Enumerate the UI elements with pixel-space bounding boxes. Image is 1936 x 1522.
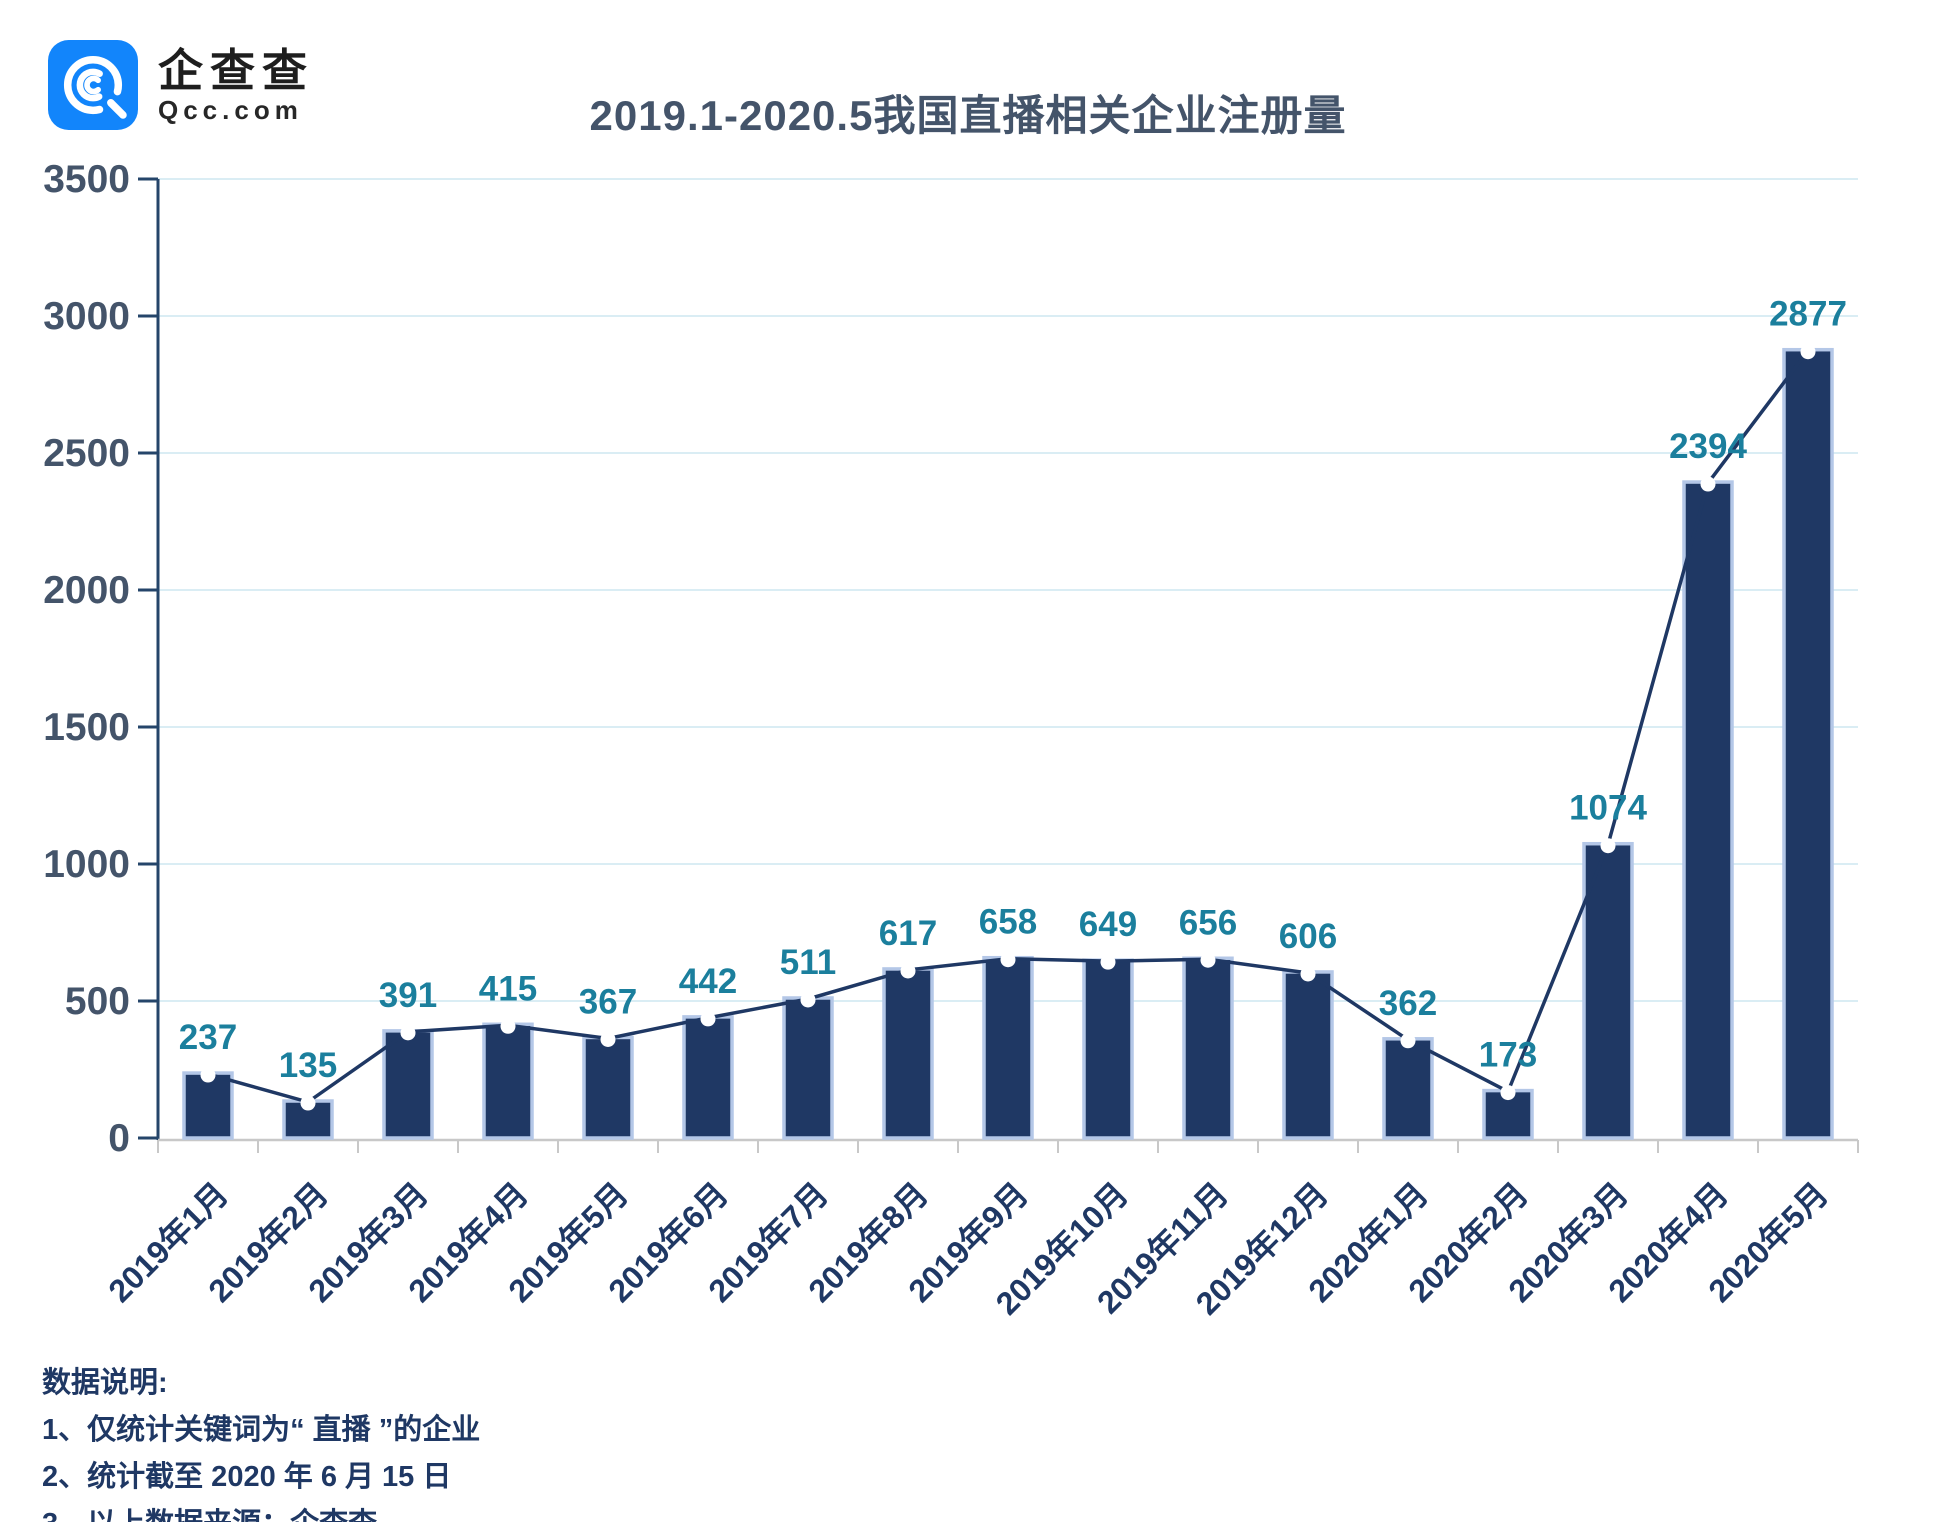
y-axis-label: 500	[65, 980, 130, 1023]
y-axis-label: 1000	[43, 843, 130, 886]
value-label: 391	[379, 976, 437, 1015]
data-point-marker	[1700, 476, 1716, 492]
bar	[482, 1022, 534, 1140]
bar	[182, 1071, 234, 1140]
value-label: 173	[1479, 1036, 1537, 1075]
bar	[682, 1015, 734, 1140]
value-label: 135	[279, 1046, 337, 1085]
value-label: 367	[579, 982, 637, 1021]
data-point-marker	[1100, 954, 1116, 970]
data-point-marker	[1400, 1033, 1416, 1049]
bar	[1182, 956, 1234, 1140]
bar	[1582, 841, 1634, 1140]
value-label: 656	[1179, 903, 1237, 942]
logo-center-c	[84, 75, 101, 95]
value-label: 362	[1379, 984, 1437, 1023]
bar	[1382, 1037, 1434, 1140]
data-point-marker	[1000, 952, 1016, 968]
value-label: 415	[479, 969, 537, 1008]
value-label: 2394	[1669, 427, 1747, 466]
bar	[1782, 347, 1834, 1140]
value-label: 442	[679, 962, 737, 1001]
data-point-marker	[1500, 1085, 1516, 1101]
value-label: 649	[1079, 905, 1137, 944]
y-axis-label: 0	[108, 1117, 130, 1160]
logo-inner-c-ring	[76, 68, 110, 102]
data-point-marker	[200, 1067, 216, 1083]
logo-q-tail	[107, 99, 127, 119]
note-line-3: 3、以上数据来源：企查查	[42, 1501, 480, 1522]
value-label: 606	[1279, 917, 1337, 956]
y-axis-label: 3000	[43, 295, 130, 338]
qcc-logo: 企查查 Qcc.com	[48, 40, 314, 130]
bar	[1282, 970, 1334, 1140]
note-line-2: 2、统计截至 2020 年 6 月 15 日	[42, 1461, 452, 1493]
bar	[582, 1035, 634, 1140]
bar	[382, 1029, 434, 1140]
brand-name: 企查查	[158, 44, 315, 96]
bar	[1082, 958, 1134, 1140]
notes-heading: 数据说明:	[42, 1367, 168, 1399]
data-point-marker	[1300, 966, 1316, 982]
bar	[982, 955, 1034, 1140]
chart-title: 2019.1-2020.5我国直播相关企业注册量	[589, 92, 1347, 140]
logo-text: 企查查 Qcc.com	[158, 48, 314, 123]
value-label: 2877	[1769, 295, 1847, 334]
bar	[1682, 480, 1734, 1140]
bar-line-chart: 0 500 1000 1500 2000 2500 3000 3500 237 135 391 415…	[43, 158, 1859, 1322]
data-notes: 数据说明: 1、仅统计关键词为“ 直播 ”的企业 2、统计截至 2020 年 6…	[42, 1360, 480, 1522]
value-label: 1074	[1569, 789, 1647, 828]
data-point-marker	[500, 1018, 516, 1034]
value-label: 237	[179, 1018, 237, 1057]
data-point-marker	[400, 1025, 416, 1041]
data-point-marker	[700, 1011, 716, 1027]
data-point-marker	[800, 992, 816, 1008]
y-axis-label: 3500	[43, 158, 130, 201]
note-line-1: 1、仅统计关键词为“ 直播 ”的企业	[42, 1414, 481, 1446]
data-point-marker	[1600, 838, 1616, 854]
value-label: 617	[879, 914, 937, 953]
data-point-marker	[300, 1095, 316, 1111]
logo-q-ring	[63, 55, 123, 115]
y-axis-label: 1500	[43, 706, 130, 749]
bar	[782, 996, 834, 1140]
value-label: 511	[780, 943, 836, 982]
data-point-marker	[1800, 344, 1816, 360]
y-axis-label: 2500	[43, 432, 130, 475]
value-label: 658	[979, 903, 1037, 942]
data-point-marker	[600, 1031, 616, 1047]
data-point-marker	[1200, 952, 1216, 968]
y-axis-label: 2000	[43, 569, 130, 612]
data-point-marker	[900, 963, 916, 979]
brand-domain: Qcc.com	[158, 94, 303, 125]
qcc-logo-icon	[48, 40, 138, 130]
bar	[882, 967, 934, 1140]
